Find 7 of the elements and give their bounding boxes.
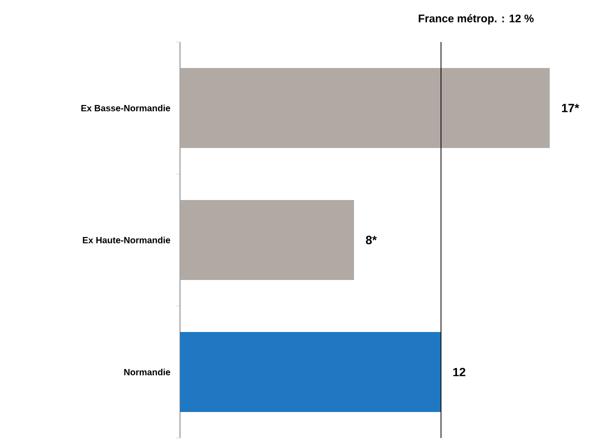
data-label: 17* xyxy=(562,104,580,112)
y-tick-label: Normandie xyxy=(124,368,170,376)
ref-line-label: France métrop. : 12 % xyxy=(418,14,534,24)
data-label: 8* xyxy=(366,236,377,244)
data-label: 12 xyxy=(453,368,466,376)
y-tick-label: Ex Basse-Normandie xyxy=(81,104,170,112)
y-tick-label: Ex Haute-Normandie xyxy=(82,236,170,244)
